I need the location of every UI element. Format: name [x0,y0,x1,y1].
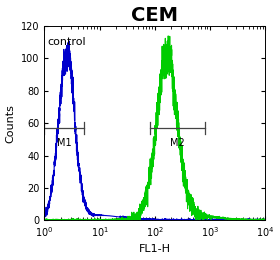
X-axis label: FL1-H: FL1-H [139,244,171,255]
Text: control: control [47,37,86,47]
Title: CEM: CEM [131,5,178,24]
Y-axis label: Counts: Counts [6,104,16,142]
Text: M2: M2 [170,138,185,148]
Text: M1: M1 [57,138,72,148]
